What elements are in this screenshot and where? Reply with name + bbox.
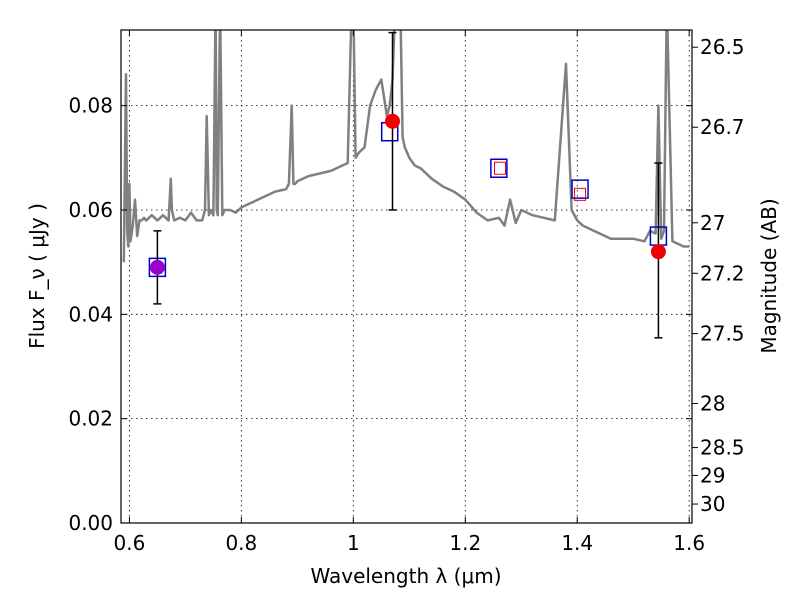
plot-area bbox=[122, 30, 690, 263]
observed-point bbox=[385, 113, 401, 129]
model-square-marker bbox=[490, 158, 508, 178]
y-tick-label: 0.02 bbox=[68, 407, 113, 431]
right-axis-label: Magnitude (AB) bbox=[757, 198, 781, 353]
x-tick-label: 1.2 bbox=[449, 531, 481, 555]
y-tick-label: 0.06 bbox=[68, 198, 113, 222]
x-tick-label: 1 bbox=[347, 531, 360, 555]
right-tick-label: 27.2 bbox=[700, 261, 745, 285]
x-tick-label: 0.6 bbox=[113, 531, 145, 555]
plot-frame bbox=[120, 29, 693, 524]
observed-point bbox=[149, 259, 165, 275]
right-tick-label: 28.5 bbox=[700, 436, 745, 460]
observed-point bbox=[493, 161, 506, 175]
spectrum-line bbox=[122, 30, 690, 263]
x-tick-label: 1.6 bbox=[673, 531, 705, 555]
right-tick-label: 26.7 bbox=[700, 115, 745, 139]
y-axis-label: Flux F_ν ( μJy ) bbox=[25, 203, 49, 349]
model-square-marker bbox=[571, 179, 589, 199]
y-tick-label: 0.04 bbox=[68, 302, 113, 326]
right-tick-label: 27 bbox=[700, 211, 725, 235]
y-tick-label: 0.08 bbox=[68, 94, 113, 118]
x-tick-label: 0.8 bbox=[225, 531, 257, 555]
x-axis-label: Wavelength λ (μm) bbox=[310, 564, 501, 588]
right-tick-label: 27.5 bbox=[700, 322, 745, 346]
x-tick-label: 1.4 bbox=[561, 531, 593, 555]
grid-lines bbox=[121, 30, 692, 524]
observed-point bbox=[574, 187, 587, 201]
marker-layer bbox=[148, 31, 668, 339]
right-tick-label: 26.5 bbox=[700, 35, 745, 59]
observed-point bbox=[650, 244, 666, 260]
right-tick-label: 30 bbox=[700, 492, 725, 516]
y-tick-label: 0.00 bbox=[68, 511, 113, 535]
right-tick-label: 29 bbox=[700, 463, 725, 487]
right-tick-label: 28 bbox=[700, 391, 725, 415]
axes: 0.00 0.02 0.04 0.06 0.08 0.6 0.8 1 1.2 1.4 1.6 26.5… bbox=[68, 30, 745, 555]
